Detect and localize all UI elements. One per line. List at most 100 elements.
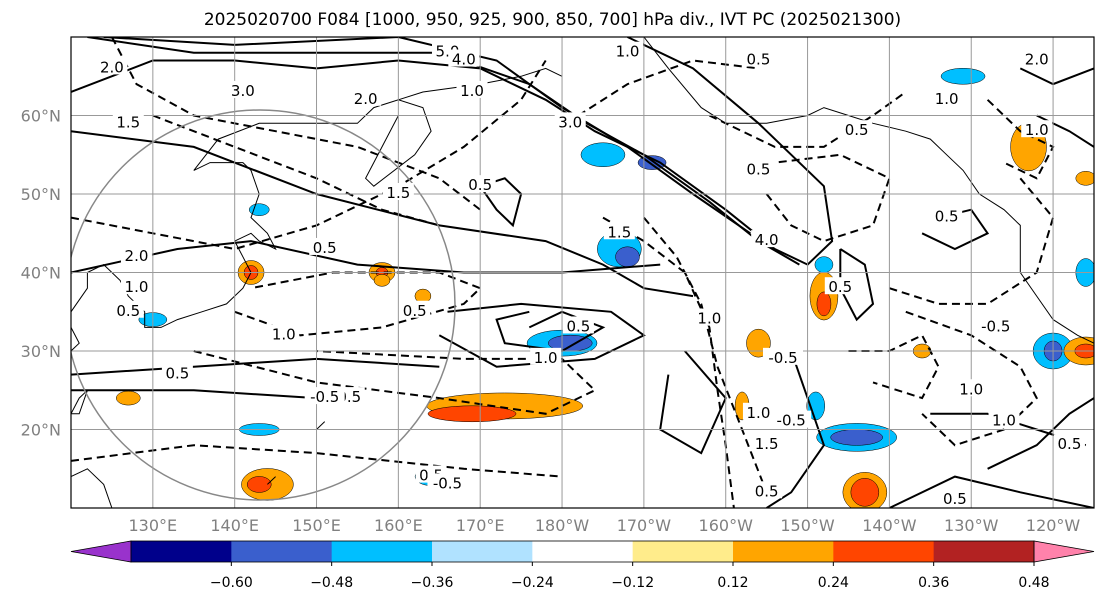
contour-label: 3.0: [558, 113, 582, 131]
contour-label: 1.5: [755, 435, 779, 453]
contour-label-bg: [751, 434, 783, 452]
shaded-region: [580, 142, 626, 167]
contour-line: [71, 37, 834, 266]
colorbar-tick-label: −0.36: [411, 575, 454, 591]
figure-title: 2025020700 F084 [1000, 950, 925, 900, 85…: [203, 10, 902, 30]
contour-label-bg: [1021, 49, 1053, 67]
shaded-region: [814, 256, 834, 273]
coastline: [71, 327, 80, 352]
colorbar-tick-label: −0.48: [310, 575, 353, 591]
contour-label: 0.5: [165, 365, 189, 383]
colorbar-segment: [131, 541, 232, 562]
coastline: [71, 468, 113, 508]
contour-label-bg: [1053, 434, 1085, 452]
colorbar-tick-label: −0.24: [511, 575, 554, 591]
contour-line: [71, 130, 694, 298]
contour-line-negative: [643, 216, 768, 493]
contour-line-negative: [71, 59, 547, 251]
contour-label-bg: [227, 80, 259, 98]
contour-label-bg: [751, 481, 783, 499]
colorbar-extend-low: [70, 540, 132, 563]
contour-line: [659, 350, 727, 455]
contour-label: 2.0: [100, 58, 124, 76]
contour-label-bg: [955, 379, 987, 397]
contour-label-bg: [562, 316, 594, 334]
contour-label-bg: [120, 245, 152, 263]
contour-label-bg: [693, 308, 725, 326]
contour-label: 0.5: [1058, 435, 1082, 453]
contour-label: 2.0: [125, 247, 149, 265]
longitude-label: 180°W: [535, 516, 590, 535]
latitude-labels: 60°N 50°N 40°N 30°N 20°N: [21, 107, 61, 440]
contour-label: 2.0: [1025, 51, 1049, 69]
contour-label-bg: [448, 49, 480, 67]
coastline: [71, 389, 88, 415]
plot-frame: [70, 36, 1095, 509]
contour-line: [71, 389, 317, 400]
shaded-region: [373, 274, 391, 287]
contour-label: 0.5: [943, 490, 967, 508]
contour-label-bg: [763, 347, 804, 365]
contour-label-bg: [161, 363, 193, 381]
contour-label-bg: [742, 402, 774, 420]
longitude-label: 160°W: [699, 516, 754, 535]
contour-label: 0.5: [116, 302, 140, 320]
contour-line: [766, 350, 826, 508]
contour-label: 1.0: [125, 278, 149, 296]
contour-label: -0.5: [310, 388, 339, 406]
latitude-label: 40°N: [21, 264, 61, 283]
contour-label: 1.5: [607, 223, 631, 241]
colorbar-tick-label: 0.24: [818, 575, 849, 591]
shaded-region: [1075, 171, 1094, 186]
contour-label: -0.5: [777, 412, 806, 430]
contour-line-negative: [708, 91, 907, 148]
longitude-label: 150°E: [292, 516, 341, 535]
colorbar-segment: [532, 541, 634, 562]
contour-line-negative: [765, 153, 891, 243]
longitude-labels: 130°E 140°E 150°E 160°E 170°E 180°W 170°W 160°W…: [129, 516, 1081, 535]
contour-line-negative: [889, 177, 1055, 305]
contour-label: 4.0: [452, 51, 476, 69]
shaded-region: [850, 478, 880, 507]
longitude-label: 120°W: [1026, 516, 1081, 535]
colorbar-frame: [130, 540, 1035, 563]
contour-label: 1.0: [272, 325, 296, 343]
shaded-region: [615, 246, 640, 268]
contour-label-bg: [988, 410, 1020, 428]
contour-label-bg: [309, 237, 341, 255]
contour-label-bg: [751, 230, 783, 248]
contour-label: 0.5: [935, 208, 959, 226]
contour-line: [888, 475, 1094, 508]
latitude-label: 30°N: [21, 342, 61, 361]
longitude-label: 130°W: [944, 516, 999, 535]
contour-label-bg: [612, 41, 644, 59]
contour-label: 0.5: [845, 121, 869, 139]
colorbar-segment: [833, 541, 935, 562]
contour-label: 2.0: [354, 90, 378, 108]
contour-label-bg: [841, 120, 873, 138]
contour-label: 0.5: [566, 317, 590, 335]
contour-label: 1.0: [616, 43, 640, 61]
contour-label-bg: [742, 159, 774, 177]
contour-label-bg: [399, 300, 431, 318]
shaded-region: [116, 390, 141, 406]
colorbar: −0.60 −0.48 −0.36 −0.24 −0.12 0.12 0.24 0.36 0.4…: [70, 540, 1095, 591]
contour-label: -0.5: [981, 317, 1010, 335]
contour-label-bg: [268, 324, 300, 342]
contour-label-bg: [931, 88, 963, 106]
contour-label-bg: [603, 222, 635, 240]
shaded-region: [246, 476, 272, 493]
contour-label-bg: [456, 80, 488, 98]
contour-label: 4.0: [755, 231, 779, 249]
longitude-label: 170°E: [456, 516, 505, 535]
colorbar-tick-label: −0.12: [611, 575, 654, 591]
colorbar-segment: [331, 541, 433, 562]
longitude-label: 150°W: [780, 516, 835, 535]
contour-label-bg: [120, 277, 152, 295]
contour-label: 1.0: [992, 412, 1016, 430]
shaded-region: [816, 291, 832, 317]
contour-label-bg: [382, 183, 414, 200]
contour-label-bg: [554, 112, 586, 130]
colorbar-segment: [231, 541, 333, 562]
contour-label-bg: [112, 112, 144, 130]
